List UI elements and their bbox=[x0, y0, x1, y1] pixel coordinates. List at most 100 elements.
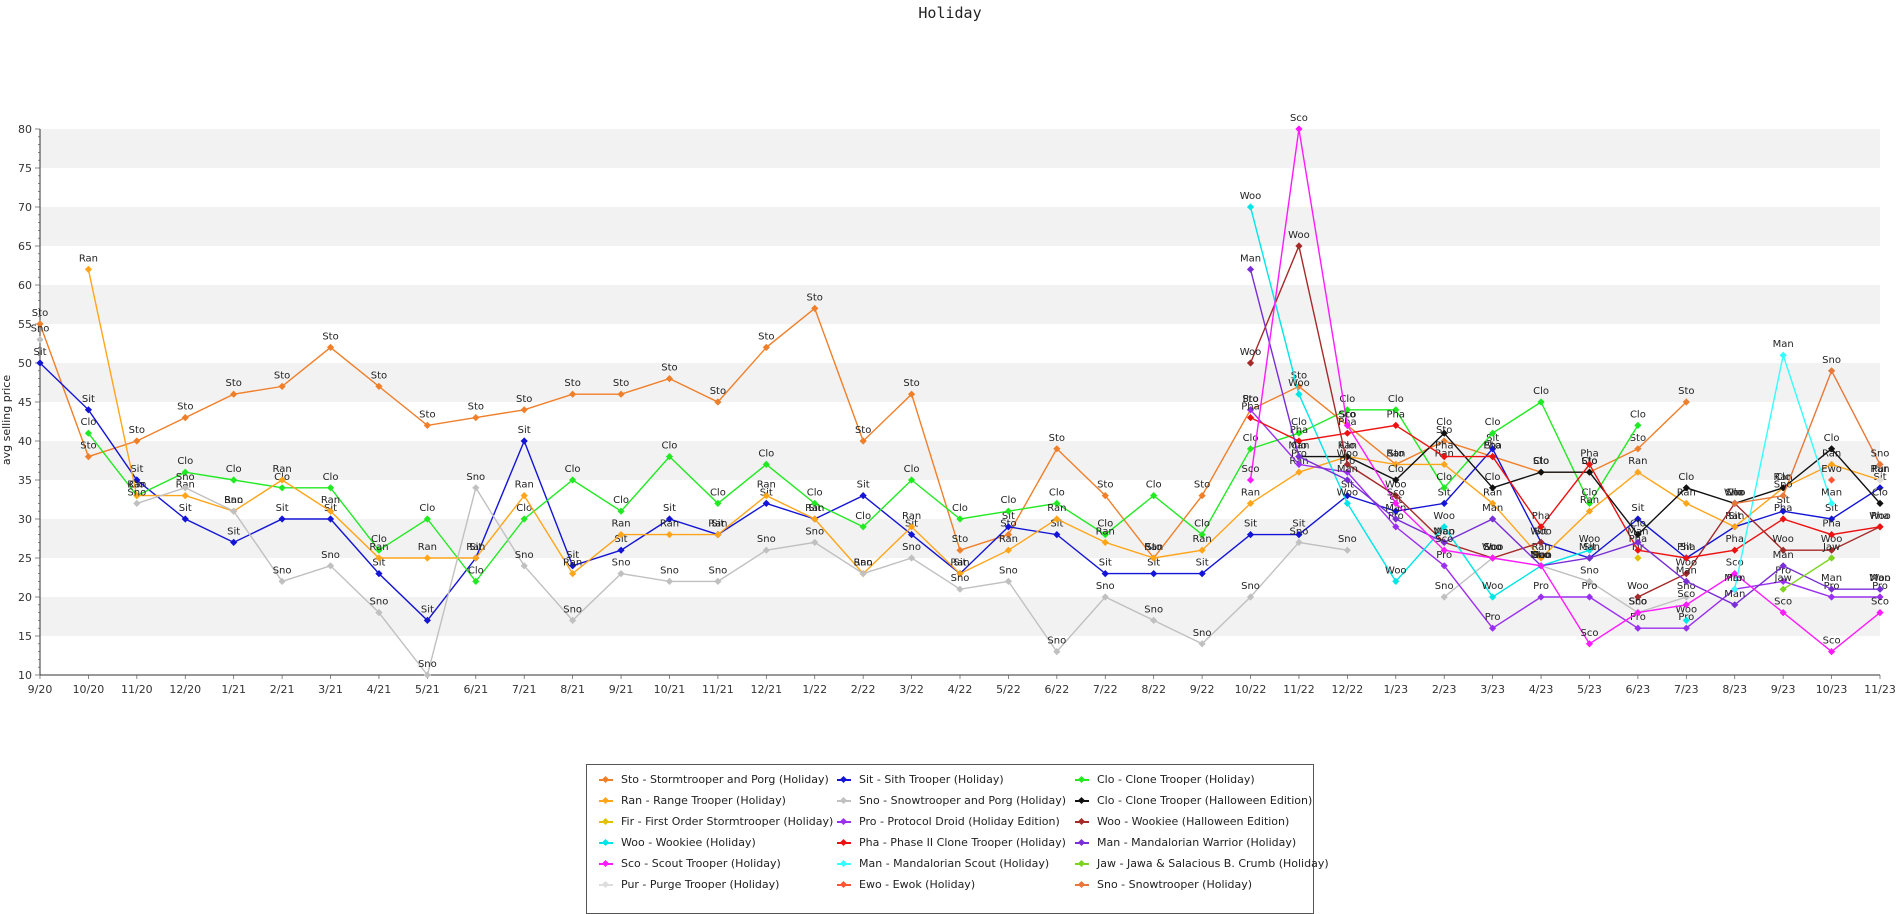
data-point bbox=[1731, 499, 1739, 507]
data-label: Ewo bbox=[1821, 464, 1842, 475]
data-label: Pro bbox=[1243, 394, 1259, 405]
data-point bbox=[1440, 546, 1448, 554]
data-label: Ran bbox=[1047, 503, 1066, 514]
legend-label: Sco - Scout Trooper (Holiday) bbox=[621, 857, 781, 870]
data-label: Sco bbox=[1338, 409, 1356, 420]
legend-label: Man - Mandalorian Scout (Holiday) bbox=[859, 857, 1050, 870]
data-label: Sto bbox=[855, 425, 871, 436]
data-label: Sno bbox=[1822, 355, 1841, 366]
series-line bbox=[1734, 369, 1881, 505]
data-point bbox=[956, 515, 964, 523]
data-point bbox=[1585, 507, 1594, 515]
data-point bbox=[811, 538, 819, 546]
data-label: Sto bbox=[613, 378, 629, 389]
data-label: Woo bbox=[1676, 604, 1698, 615]
data-label: Man bbox=[1434, 526, 1455, 537]
data-label: Sit bbox=[857, 480, 870, 491]
data-point bbox=[1489, 593, 1497, 601]
data-point bbox=[1585, 640, 1594, 648]
data-label: Sit bbox=[1002, 511, 1015, 522]
y-tick-label: 65 bbox=[18, 240, 32, 253]
data-label: Woo bbox=[1579, 534, 1601, 545]
data-label: Ran bbox=[1241, 487, 1260, 498]
data-point bbox=[1004, 523, 1013, 531]
data-point bbox=[1779, 609, 1787, 617]
data-label: Woo bbox=[1821, 534, 1843, 545]
y-tick-label: 10 bbox=[18, 669, 32, 682]
data-point bbox=[617, 570, 625, 578]
data-point bbox=[1246, 414, 1255, 422]
x-tick-label: 1/21 bbox=[221, 683, 246, 696]
data-point bbox=[230, 538, 238, 546]
legend-swatch bbox=[1075, 880, 1089, 889]
data-label: Sto bbox=[1339, 409, 1355, 420]
data-point bbox=[1537, 538, 1545, 546]
data-label: Sto bbox=[274, 370, 290, 381]
data-point bbox=[1731, 601, 1739, 609]
y-tick-label: 50 bbox=[18, 357, 32, 370]
legend-item: Clo - Clone Trooper (Halloween Edition) bbox=[1075, 794, 1312, 807]
data-label: Sit bbox=[1535, 526, 1548, 537]
data-label: Woo bbox=[1433, 511, 1455, 522]
data-label: Woo bbox=[1530, 526, 1552, 537]
data-point bbox=[811, 499, 819, 507]
legend-label: Ewo - Ewok (Holiday) bbox=[859, 878, 976, 891]
data-point bbox=[1392, 406, 1400, 414]
data-point bbox=[1295, 460, 1303, 468]
data-label: Clo bbox=[177, 456, 193, 467]
data-point bbox=[1489, 445, 1497, 453]
data-label: Woo bbox=[1482, 581, 1504, 592]
data-label: Sit bbox=[1486, 433, 1499, 444]
data-label: Sco bbox=[1484, 542, 1502, 553]
data-label: Sno bbox=[612, 558, 631, 569]
series-15: Pur bbox=[1872, 464, 1889, 484]
data-label: Man bbox=[1337, 464, 1358, 475]
series-16: Ewo bbox=[1821, 464, 1842, 484]
data-point bbox=[762, 499, 770, 507]
data-label: Sit bbox=[1341, 480, 1354, 491]
data-point bbox=[1585, 554, 1594, 562]
data-label: Ran bbox=[418, 542, 437, 553]
data-point bbox=[1827, 585, 1836, 593]
data-label: Clo bbox=[1727, 487, 1743, 498]
data-label: Sit bbox=[1099, 558, 1112, 569]
data-label: Woo bbox=[1482, 542, 1504, 553]
x-tick-label: 4/21 bbox=[367, 683, 392, 696]
legend-item: Sto - Stormtrooper and Porg (Holiday) bbox=[599, 773, 829, 786]
data-point bbox=[1392, 507, 1400, 515]
data-point bbox=[1634, 624, 1642, 632]
data-label: Sit bbox=[469, 542, 482, 553]
series-line bbox=[1637, 502, 1881, 598]
legend-swatch bbox=[599, 880, 613, 889]
data-label: Sto bbox=[371, 370, 387, 381]
grid-band bbox=[40, 597, 1880, 636]
data-point bbox=[1489, 453, 1497, 461]
data-label: Sit bbox=[227, 526, 240, 537]
data-label: Man bbox=[1240, 253, 1261, 264]
data-point bbox=[665, 375, 674, 383]
axes: 10 15 20 25 30 35 40 45 50 55 60 65 70 75 80 9/20 10/20 1… bbox=[18, 123, 1896, 696]
data-point bbox=[1295, 453, 1303, 461]
data-label: Sno bbox=[31, 324, 50, 335]
data-point bbox=[1004, 531, 1013, 539]
series-2: Clo Clo Clo Clo Clo Clo Clo Clo Clo Clo Clo Clo Clo C… bbox=[80, 386, 1646, 585]
data-label: Sco bbox=[1629, 597, 1647, 608]
data-label: Woo bbox=[1869, 511, 1891, 522]
data-label: Sno bbox=[1241, 581, 1260, 592]
data-point bbox=[617, 546, 625, 554]
data-point bbox=[1343, 429, 1351, 437]
data-point bbox=[1585, 499, 1594, 507]
data-point bbox=[1150, 554, 1158, 562]
data-point bbox=[1779, 507, 1787, 515]
data-point bbox=[1634, 531, 1642, 539]
data-label: Clo bbox=[662, 441, 678, 452]
data-point bbox=[133, 492, 141, 500]
x-tick-label: 2/23 bbox=[1432, 683, 1457, 696]
data-label: Sno bbox=[1435, 581, 1454, 592]
data-label: Sno bbox=[127, 487, 146, 498]
data-point bbox=[1343, 499, 1351, 507]
legend-label: Ran - Range Trooper (Holiday) bbox=[621, 794, 786, 807]
data-label: Sto bbox=[758, 331, 774, 342]
data-label: Pha bbox=[1822, 519, 1841, 530]
